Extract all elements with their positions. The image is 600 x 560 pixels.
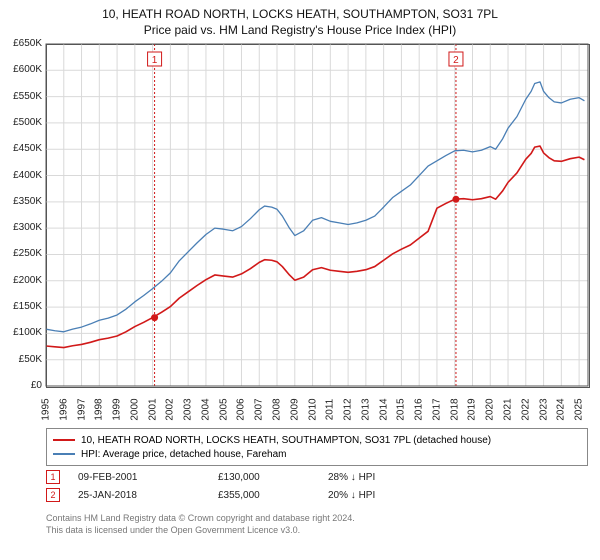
svg-text:1: 1: [152, 55, 158, 66]
sale-row: 1 09-FEB-2001£130,00028% ↓ HPI: [46, 468, 448, 486]
x-tick-label: 2020: [485, 396, 496, 424]
y-tick-label: £500K: [0, 117, 42, 128]
x-tick-label: 1997: [76, 396, 87, 424]
x-tick-label: 1996: [58, 396, 69, 424]
x-tick-label: 1999: [112, 396, 123, 424]
legend-label: 10, HEATH ROAD NORTH, LOCKS HEATH, SOUTH…: [81, 435, 491, 446]
x-tick-label: 2005: [218, 396, 229, 424]
x-tick-label: 2017: [431, 396, 442, 424]
x-tick-label: 2021: [503, 396, 514, 424]
x-tick-label: 1995: [41, 396, 52, 424]
x-tick-label: 2012: [343, 396, 354, 424]
footer-attribution: Contains HM Land Registry data © Crown c…: [46, 512, 355, 536]
x-tick-label: 2009: [289, 396, 300, 424]
x-tick-label: 2014: [378, 396, 389, 424]
sale-marker-box: 1: [46, 470, 60, 484]
legend-swatch: [53, 439, 75, 441]
y-tick-label: £50K: [0, 354, 42, 365]
legend-label: HPI: Average price, detached house, Fare…: [81, 449, 287, 460]
x-tick-label: 2007: [254, 396, 265, 424]
x-tick-label: 2008: [272, 396, 283, 424]
x-tick-label: 2015: [396, 396, 407, 424]
sale-delta: 20% ↓ HPI: [328, 490, 448, 501]
x-tick-label: 1998: [94, 396, 105, 424]
y-tick-label: £300K: [0, 222, 42, 233]
x-tick-label: 2003: [183, 396, 194, 424]
legend-row: HPI: Average price, detached house, Fare…: [53, 447, 581, 461]
sale-row: 2 25-JAN-2018£355,00020% ↓ HPI: [46, 486, 448, 504]
sales-table: 1 09-FEB-2001£130,00028% ↓ HPI 2 25-JAN-201…: [46, 468, 448, 504]
footer-line2: This data is licensed under the Open Gov…: [46, 524, 355, 536]
svg-text:2: 2: [453, 55, 459, 66]
sale-price: £355,000: [218, 490, 328, 501]
sale-price: £130,000: [218, 472, 328, 483]
x-tick-label: 2022: [520, 396, 531, 424]
y-tick-label: £0: [0, 380, 42, 391]
x-tick-label: 2025: [574, 396, 585, 424]
x-tick-label: 2011: [325, 396, 336, 424]
x-tick-label: 2006: [236, 396, 247, 424]
legend-swatch: [53, 453, 75, 455]
sale-date: 25-JAN-2018: [78, 490, 218, 501]
x-tick-label: 2013: [360, 396, 371, 424]
legend-row: 10, HEATH ROAD NORTH, LOCKS HEATH, SOUTH…: [53, 433, 581, 447]
y-tick-label: £400K: [0, 170, 42, 181]
y-tick-label: £450K: [0, 143, 42, 154]
sale-date: 09-FEB-2001: [78, 472, 218, 483]
footer-line1: Contains HM Land Registry data © Crown c…: [46, 512, 355, 524]
x-tick-label: 2010: [307, 396, 318, 424]
x-tick-label: 2000: [129, 396, 140, 424]
x-tick-label: 2004: [200, 396, 211, 424]
x-tick-label: 2019: [467, 396, 478, 424]
legend: 10, HEATH ROAD NORTH, LOCKS HEATH, SOUTH…: [46, 428, 588, 466]
chart-container: 10, HEATH ROAD NORTH, LOCKS HEATH, SOUTH…: [0, 0, 600, 560]
x-tick-label: 2018: [449, 396, 460, 424]
x-tick-label: 2024: [556, 396, 567, 424]
y-tick-label: £100K: [0, 327, 42, 338]
x-tick-label: 2001: [147, 396, 158, 424]
sale-delta: 28% ↓ HPI: [328, 472, 448, 483]
x-tick-label: 2023: [538, 396, 549, 424]
sale-marker-box: 2: [46, 488, 60, 502]
y-tick-label: £200K: [0, 275, 42, 286]
y-tick-label: £600K: [0, 64, 42, 75]
y-tick-label: £650K: [0, 38, 42, 49]
y-tick-label: £250K: [0, 248, 42, 259]
x-tick-label: 2002: [165, 396, 176, 424]
y-tick-label: £350K: [0, 196, 42, 207]
x-tick-label: 2016: [414, 396, 425, 424]
y-tick-label: £150K: [0, 301, 42, 312]
y-tick-label: £550K: [0, 91, 42, 102]
